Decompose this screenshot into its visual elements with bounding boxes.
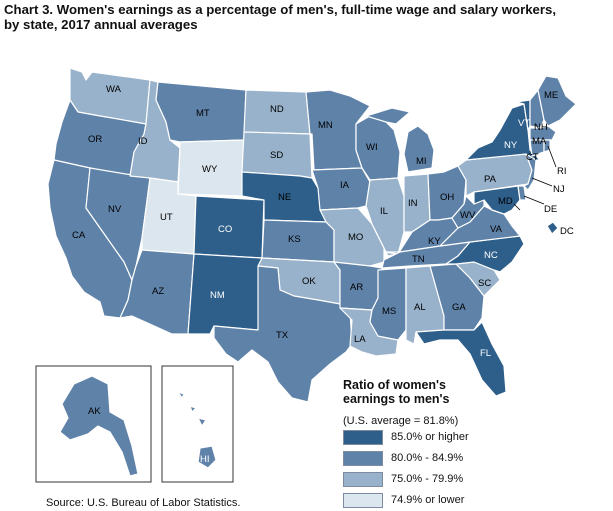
state-dc[interactable] xyxy=(546,221,559,235)
callout-line-nj xyxy=(531,177,553,187)
label-ct: CT xyxy=(526,152,539,163)
legend-swatch-1 xyxy=(343,451,383,466)
legend-item-2: 75.0% - 79.9% xyxy=(343,469,603,490)
label-ky: KY xyxy=(428,236,441,247)
legend: Ratio of women's earnings to men's (U.S.… xyxy=(343,378,603,511)
label-ak: AK xyxy=(88,406,101,417)
legend-average-note: (U.S. average = 81.8%) xyxy=(343,415,459,427)
state-de[interactable] xyxy=(517,185,527,201)
state-mi[interactable] xyxy=(365,107,435,173)
label-ma: MA xyxy=(532,136,547,147)
label-ne: NE xyxy=(278,192,291,203)
legend-swatch-3 xyxy=(343,493,383,508)
source-note: Source: U.S. Bureau of Labor Statistics. xyxy=(46,497,241,509)
legend-swatch-0 xyxy=(343,430,383,445)
legend-item-1: 80.0% - 84.9% xyxy=(343,448,603,469)
label-ar: AR xyxy=(350,282,363,293)
legend-title: Ratio of women's earnings to men's xyxy=(343,378,603,406)
state-nc[interactable] xyxy=(445,235,525,273)
legend-label-2: 75.0% - 79.9% xyxy=(391,473,464,485)
label-in: IN xyxy=(408,198,418,209)
chart-title-line-2: by state, 2017 annual averages xyxy=(4,17,198,32)
label-ri: RI xyxy=(557,166,567,177)
label-ms: MS xyxy=(382,306,396,317)
label-oh: OH xyxy=(440,192,454,203)
label-ut: UT xyxy=(160,212,173,223)
state-ri[interactable] xyxy=(543,139,551,153)
label-az: AZ xyxy=(152,286,164,297)
legend-label-1: 80.0% - 84.9% xyxy=(391,452,464,464)
chart-title: Chart 3. Women's earnings as a percentag… xyxy=(4,2,609,32)
label-id: ID xyxy=(138,136,148,147)
legend-label-0: 85.0% or higher xyxy=(391,431,469,443)
label-sd: SD xyxy=(270,150,283,161)
callout-line-ri xyxy=(547,145,557,168)
label-il: IL xyxy=(380,206,388,217)
label-pa: PA xyxy=(484,174,497,185)
label-wv: WV xyxy=(460,210,476,221)
label-de: DE xyxy=(544,204,557,215)
label-mt: MT xyxy=(196,108,210,119)
legend-label-3: 74.9% or lower xyxy=(391,494,465,506)
label-nj: NJ xyxy=(553,184,565,195)
label-la: LA xyxy=(354,334,366,345)
callout-line-md xyxy=(513,203,521,211)
label-nv: NV xyxy=(108,204,122,215)
label-me: ME xyxy=(544,90,558,101)
state-tx[interactable] xyxy=(213,265,353,403)
label-fl: FL xyxy=(480,348,491,359)
label-tx: TX xyxy=(276,330,289,341)
state-nj[interactable] xyxy=(523,153,537,191)
label-mi: MI xyxy=(416,156,427,167)
label-nm: NM xyxy=(210,290,225,301)
state-mo[interactable] xyxy=(319,207,385,267)
legend-item-0: 85.0% or higher xyxy=(343,427,603,448)
legend-title-line-1: Ratio of women's xyxy=(343,378,446,392)
state-fl[interactable] xyxy=(415,321,507,397)
label-ok: OK xyxy=(302,276,316,287)
callout-line-de xyxy=(523,195,545,205)
state-nm[interactable] xyxy=(187,253,263,335)
label-va: VA xyxy=(490,224,503,235)
label-wi: WI xyxy=(366,142,378,153)
label-or: OR xyxy=(88,134,102,145)
label-mn: MN xyxy=(318,120,333,131)
label-ia: IA xyxy=(340,180,350,191)
legend-title-line-2: earnings to men's xyxy=(343,392,450,406)
label-nh: NH xyxy=(534,122,548,133)
state-nh[interactable] xyxy=(529,89,545,129)
state-ak[interactable] xyxy=(59,375,139,477)
label-sc: SC xyxy=(478,278,491,289)
label-vt: VT xyxy=(518,118,530,129)
legend-item-3: 74.9% or lower xyxy=(343,490,603,511)
label-wy: WY xyxy=(202,164,218,175)
label-ny: NY xyxy=(504,140,518,151)
state-me[interactable] xyxy=(537,75,577,127)
label-al: AL xyxy=(414,302,426,313)
hawaii-inset-frame xyxy=(161,365,234,483)
chart-title-line-1: Chart 3. Women's earnings as a percentag… xyxy=(4,2,557,17)
label-ks: KS xyxy=(288,234,301,245)
label-ga: GA xyxy=(452,302,466,313)
label-dc: DC xyxy=(560,226,574,237)
label-hi: HI xyxy=(200,454,210,465)
label-mo: MO xyxy=(348,232,363,243)
label-wa: WA xyxy=(106,84,122,95)
label-md: MD xyxy=(498,196,513,207)
label-co: CO xyxy=(218,224,232,235)
label-ca: CA xyxy=(72,230,86,241)
state-wy[interactable] xyxy=(177,139,245,197)
state-hi[interactable] xyxy=(177,391,217,469)
label-tn: TN xyxy=(412,254,425,265)
callout-lines xyxy=(513,145,557,211)
state-labels: WA OR CA NV ID MT WY UT AZ CO NM ND SD N… xyxy=(72,84,574,465)
label-nd: ND xyxy=(270,104,284,115)
legend-swatch-2 xyxy=(343,472,383,487)
state-vt[interactable] xyxy=(515,99,531,131)
label-nc: NC xyxy=(484,250,498,261)
